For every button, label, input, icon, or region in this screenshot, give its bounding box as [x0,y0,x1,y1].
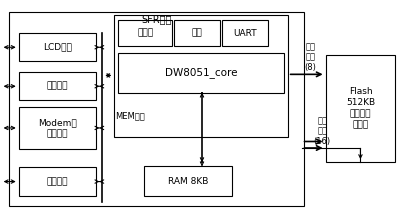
Bar [19,167,96,196]
Text: Modem和
线路控制: Modem和 线路控制 [38,118,77,138]
Text: 键盘接口: 键盘接口 [47,82,68,91]
Bar [222,20,268,46]
Text: 扩展寻址: 扩展寻址 [47,177,68,186]
Text: SFR总线: SFR总线 [141,14,171,24]
Bar [174,20,220,46]
Text: DW8051_core: DW8051_core [165,67,237,78]
Text: RAM 8KB: RAM 8KB [168,177,208,186]
Text: MEM总线: MEM总线 [116,111,145,120]
Text: 中断: 中断 [192,29,202,38]
Text: 地址
总线
(16): 地址 总线 (16) [314,116,331,146]
Text: Flash
512KB
存放程序
和数据: Flash 512KB 存放程序 和数据 [346,87,375,130]
Text: 定时器: 定时器 [137,29,153,38]
Bar [118,20,172,46]
Text: 数据
总线
(8): 数据 总线 (8) [305,42,316,72]
Bar [19,107,96,149]
Text: UART: UART [233,29,257,38]
Bar [19,33,96,61]
Bar [9,12,304,206]
Bar [118,53,284,93]
Bar [19,72,96,100]
Bar [114,15,288,137]
Bar [144,166,232,196]
Text: LCD接口: LCD接口 [43,43,72,52]
Bar [326,55,395,162]
